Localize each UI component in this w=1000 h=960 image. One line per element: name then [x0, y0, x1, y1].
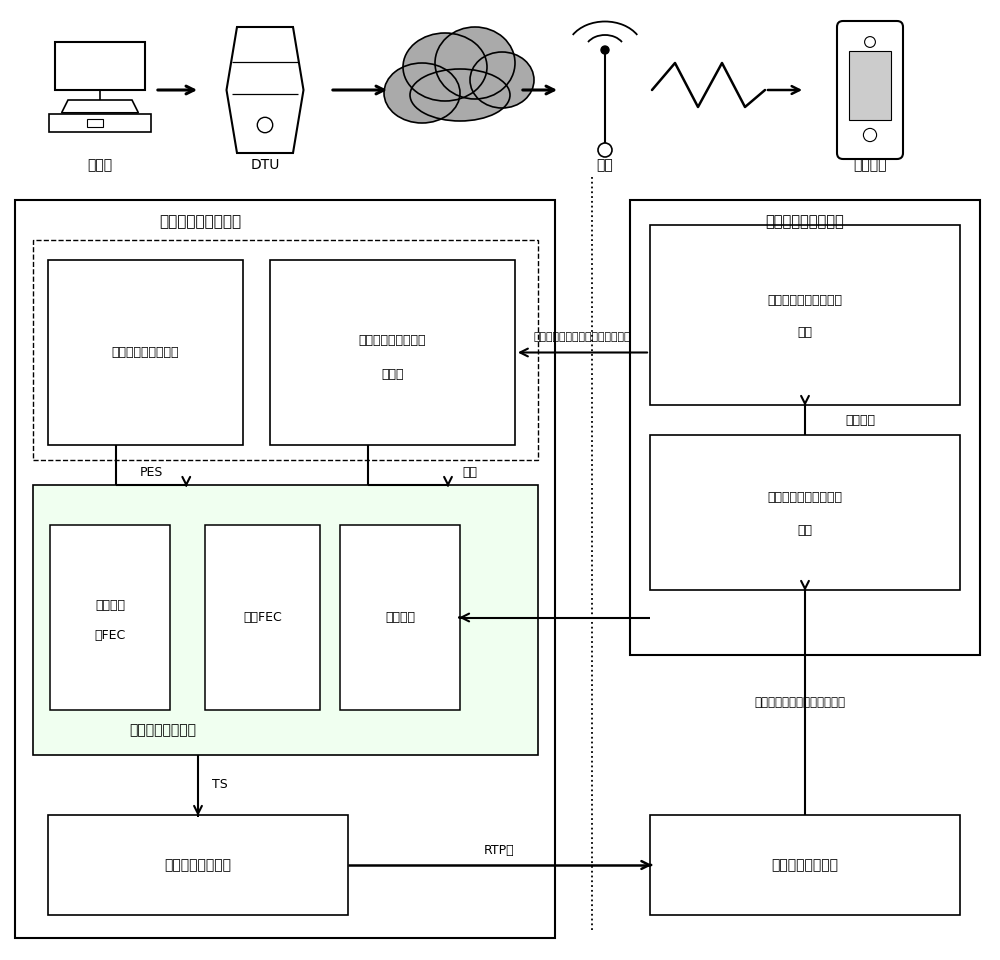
Text: 自适应动: 自适应动 — [95, 599, 125, 612]
FancyBboxPatch shape — [205, 525, 320, 710]
FancyBboxPatch shape — [650, 225, 960, 405]
Text: 丢包类型: 丢包类型 — [845, 414, 875, 426]
Ellipse shape — [410, 69, 510, 121]
FancyBboxPatch shape — [33, 485, 538, 755]
Ellipse shape — [403, 33, 487, 101]
Text: 视频数据发送模块: 视频数据发送模块 — [164, 858, 232, 872]
Text: 移动网络丢包状态判: 移动网络丢包状态判 — [359, 334, 426, 347]
FancyBboxPatch shape — [650, 435, 960, 590]
Text: 模块: 模块 — [798, 326, 813, 340]
FancyBboxPatch shape — [270, 260, 515, 445]
Text: 基站: 基站 — [597, 158, 613, 172]
FancyBboxPatch shape — [837, 21, 903, 159]
FancyBboxPatch shape — [33, 240, 538, 460]
Text: 主动重传: 主动重传 — [385, 611, 415, 624]
Text: 视频数据接收模块: 视频数据接收模块 — [772, 858, 839, 872]
Text: 态FEC: 态FEC — [94, 629, 126, 642]
Text: 差错控制决策模块: 差错控制决策模块 — [130, 723, 196, 737]
FancyBboxPatch shape — [630, 200, 980, 655]
Circle shape — [257, 117, 273, 132]
Ellipse shape — [384, 63, 460, 123]
FancyBboxPatch shape — [50, 525, 170, 710]
FancyBboxPatch shape — [650, 815, 960, 915]
Polygon shape — [55, 42, 145, 90]
FancyBboxPatch shape — [340, 525, 460, 710]
Text: 接收端差错控制模块: 接收端差错控制模块 — [766, 214, 844, 229]
Text: 静态FEC: 静态FEC — [243, 611, 282, 624]
Polygon shape — [226, 27, 304, 153]
FancyBboxPatch shape — [849, 51, 891, 120]
Text: 信噪比、无线丢包率、拥塞丢包率: 信噪比、无线丢包率、拥塞丢包率 — [534, 332, 631, 343]
Text: PES: PES — [140, 467, 163, 479]
Circle shape — [865, 36, 875, 47]
Text: 连续丢包个数、单向传输时延: 连续丢包个数、单向传输时延 — [755, 696, 846, 709]
Ellipse shape — [435, 27, 515, 99]
Circle shape — [598, 143, 612, 157]
Circle shape — [601, 46, 609, 54]
Text: TS: TS — [212, 779, 228, 791]
Ellipse shape — [470, 52, 534, 108]
FancyBboxPatch shape — [87, 119, 103, 128]
Text: 直播源: 直播源 — [87, 158, 113, 172]
Text: DTU: DTU — [250, 158, 280, 172]
Text: 移动网络状态参数反馈: 移动网络状态参数反馈 — [768, 294, 843, 306]
Text: 移动终端: 移动终端 — [853, 158, 887, 172]
Text: 视频数据丢包类型区分: 视频数据丢包类型区分 — [768, 491, 843, 504]
Circle shape — [863, 129, 877, 142]
Text: 模块: 模块 — [798, 524, 813, 537]
Text: 断模块: 断模块 — [381, 368, 404, 381]
FancyBboxPatch shape — [15, 200, 555, 938]
Text: 直播视频流接收模块: 直播视频流接收模块 — [112, 346, 179, 359]
FancyBboxPatch shape — [48, 260, 243, 445]
Text: 发送端差错控制模块: 发送端差错控制模块 — [159, 214, 241, 229]
FancyBboxPatch shape — [48, 815, 348, 915]
Text: RTP包: RTP包 — [484, 845, 514, 857]
Polygon shape — [62, 100, 138, 113]
Text: 动作: 动作 — [462, 467, 478, 479]
Polygon shape — [49, 114, 151, 132]
